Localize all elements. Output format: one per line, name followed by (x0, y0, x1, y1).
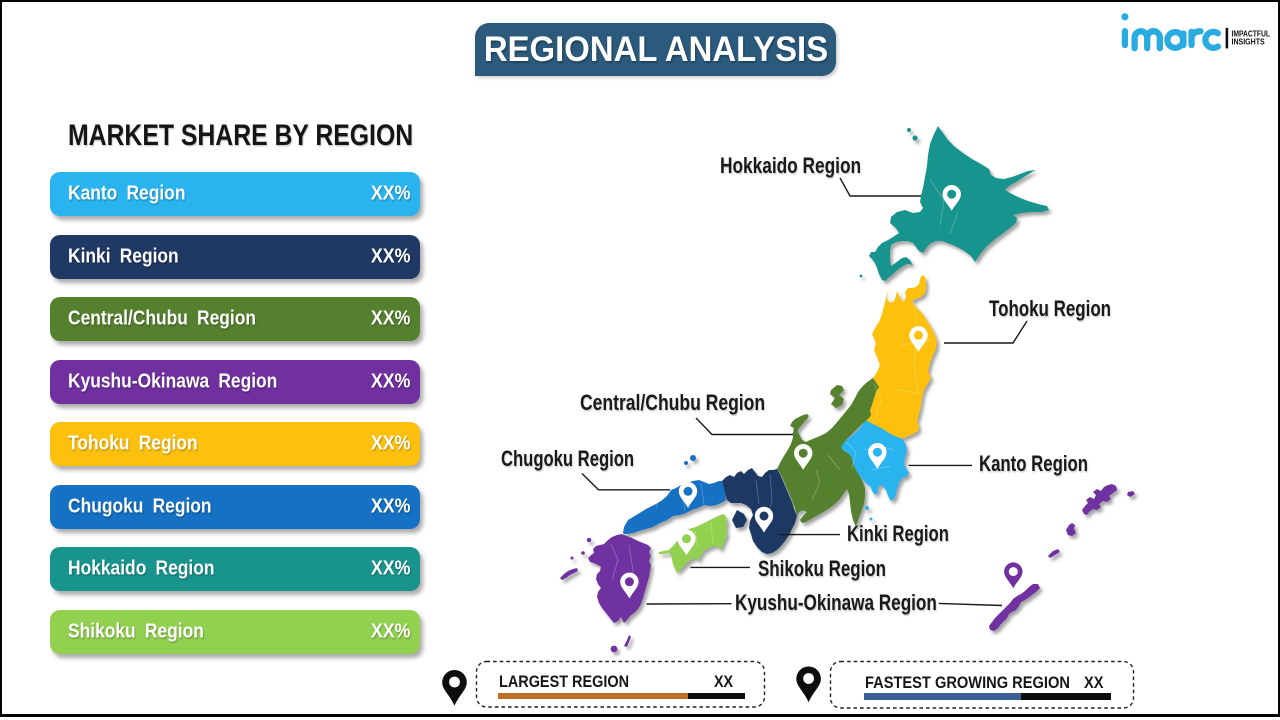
svg-text:IMPACTFUL: IMPACTFUL (1232, 30, 1271, 39)
svg-text:INSIGHTS: INSIGHTS (1232, 38, 1265, 47)
